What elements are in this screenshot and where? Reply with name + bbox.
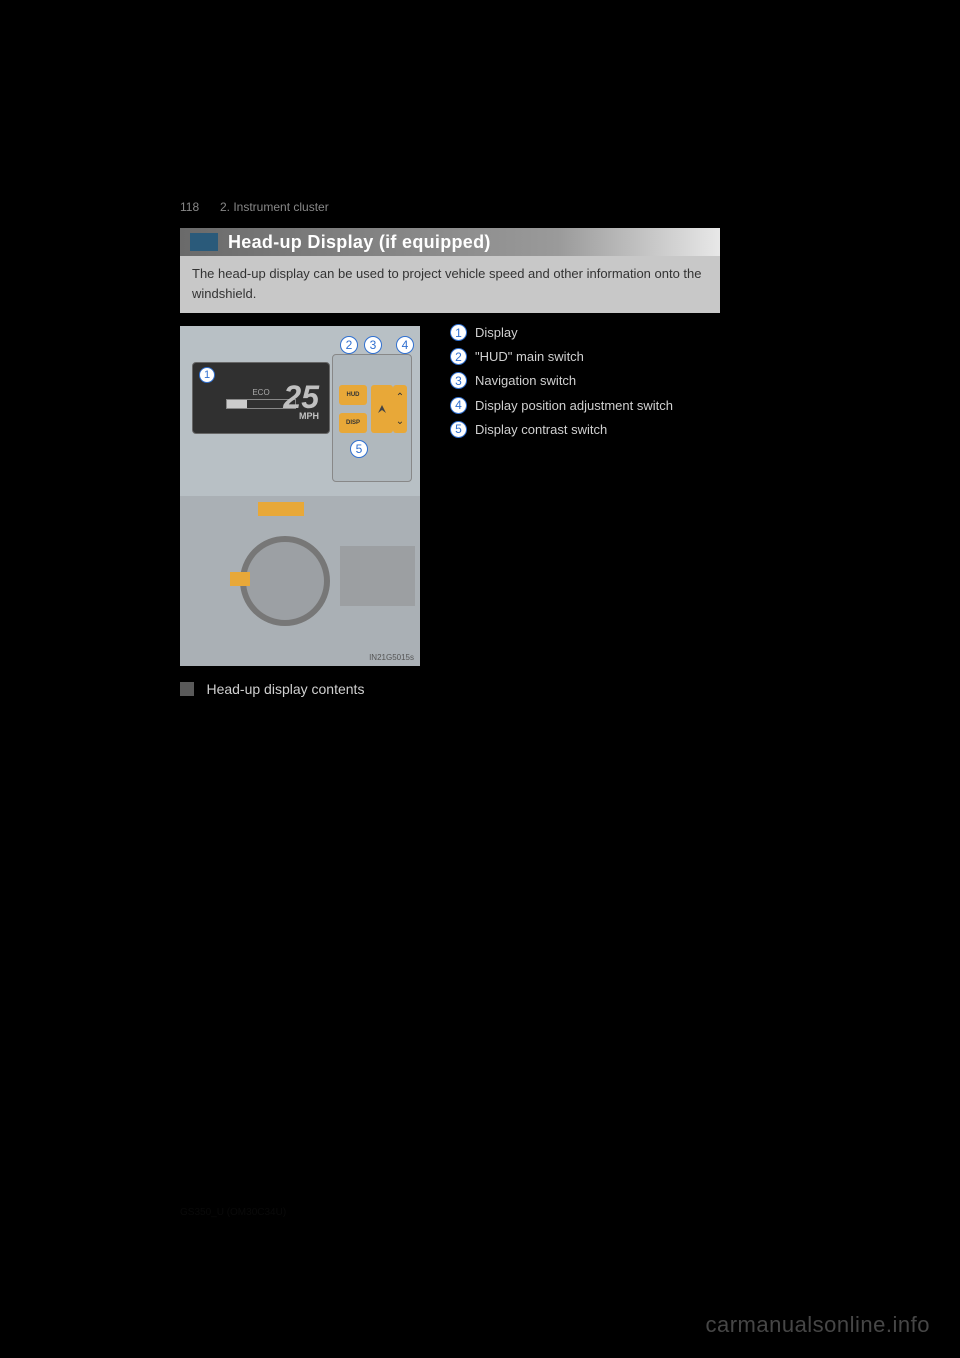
eco-label: ECO bbox=[252, 388, 269, 397]
speed-unit: MPH bbox=[299, 411, 319, 421]
legend-item: 1 Display bbox=[450, 324, 720, 342]
dashboard-illustration bbox=[180, 496, 420, 666]
nav-icon bbox=[375, 402, 389, 416]
dashboard-diagram: 1 ECO 25 MPH HUD DISP ⌃ ⌄ 2 3 4 5 bbox=[180, 326, 420, 666]
document-footer: GS350_U (OM30C34U) bbox=[180, 1207, 286, 1218]
legend-item: 2 "HUD" main switch bbox=[450, 348, 720, 366]
down-chevron-icon: ⌄ bbox=[396, 416, 404, 427]
legend-text-5: Display contrast switch bbox=[475, 421, 607, 439]
title-icon bbox=[190, 233, 218, 251]
disp-button: DISP bbox=[339, 413, 367, 433]
legend-item: 4 Display position adjustment switch bbox=[450, 397, 720, 415]
callout-number-5: 5 bbox=[350, 440, 368, 458]
intro-text: The head-up display can be used to proje… bbox=[192, 264, 708, 303]
legend-number-4: 4 bbox=[450, 397, 467, 414]
legend-text-1: Display bbox=[475, 324, 518, 342]
hud-windshield-highlight bbox=[258, 502, 304, 516]
legend-item: 5 Display contrast switch bbox=[450, 421, 720, 439]
title-bar: Head-up Display (if equipped) bbox=[180, 228, 720, 256]
intro-box: The head-up display can be used to proje… bbox=[180, 256, 720, 313]
legend-item: 3 Navigation switch bbox=[450, 372, 720, 390]
legend-text-4: Display position adjustment switch bbox=[475, 397, 673, 415]
nav-button bbox=[371, 385, 393, 433]
legend-number-5: 5 bbox=[450, 421, 467, 438]
up-chevron-icon: ⌃ bbox=[396, 392, 404, 403]
legend-text-2: "HUD" main switch bbox=[475, 348, 584, 366]
legend-text-3: Navigation switch bbox=[475, 372, 576, 390]
callout-number-1: 1 bbox=[199, 367, 215, 383]
center-console-icon bbox=[340, 546, 415, 606]
subsection-title: Head-up display contents bbox=[206, 681, 364, 697]
hud-display-callout: 1 ECO 25 MPH bbox=[192, 362, 330, 434]
subsection-marker-icon bbox=[180, 682, 194, 696]
page-number: 118 bbox=[180, 200, 199, 214]
chapter-info: 2. Instrument cluster bbox=[220, 200, 329, 214]
legend-number-3: 3 bbox=[450, 372, 467, 389]
callout-number-4: 4 bbox=[396, 336, 414, 354]
callout-number-3: 3 bbox=[364, 336, 382, 354]
eco-bar-fill bbox=[227, 400, 247, 408]
up-down-button: ⌃ ⌄ bbox=[393, 385, 407, 433]
controls-callout: HUD DISP ⌃ ⌄ bbox=[332, 354, 412, 482]
legend-list: 1 Display 2 "HUD" main switch 3 Navigati… bbox=[450, 324, 720, 445]
legend-number-2: 2 bbox=[450, 348, 467, 365]
watermark: carmanualsonline.info bbox=[705, 1312, 930, 1338]
control-highlight bbox=[230, 572, 250, 586]
image-id-label: IN21G5015s bbox=[369, 653, 414, 662]
hud-button: HUD bbox=[339, 385, 367, 405]
steering-wheel-icon bbox=[240, 536, 330, 626]
callout-number-2: 2 bbox=[340, 336, 358, 354]
legend-number-1: 1 bbox=[450, 324, 467, 341]
subsection-header: Head-up display contents bbox=[180, 680, 720, 698]
page-title: Head-up Display (if equipped) bbox=[228, 232, 491, 253]
